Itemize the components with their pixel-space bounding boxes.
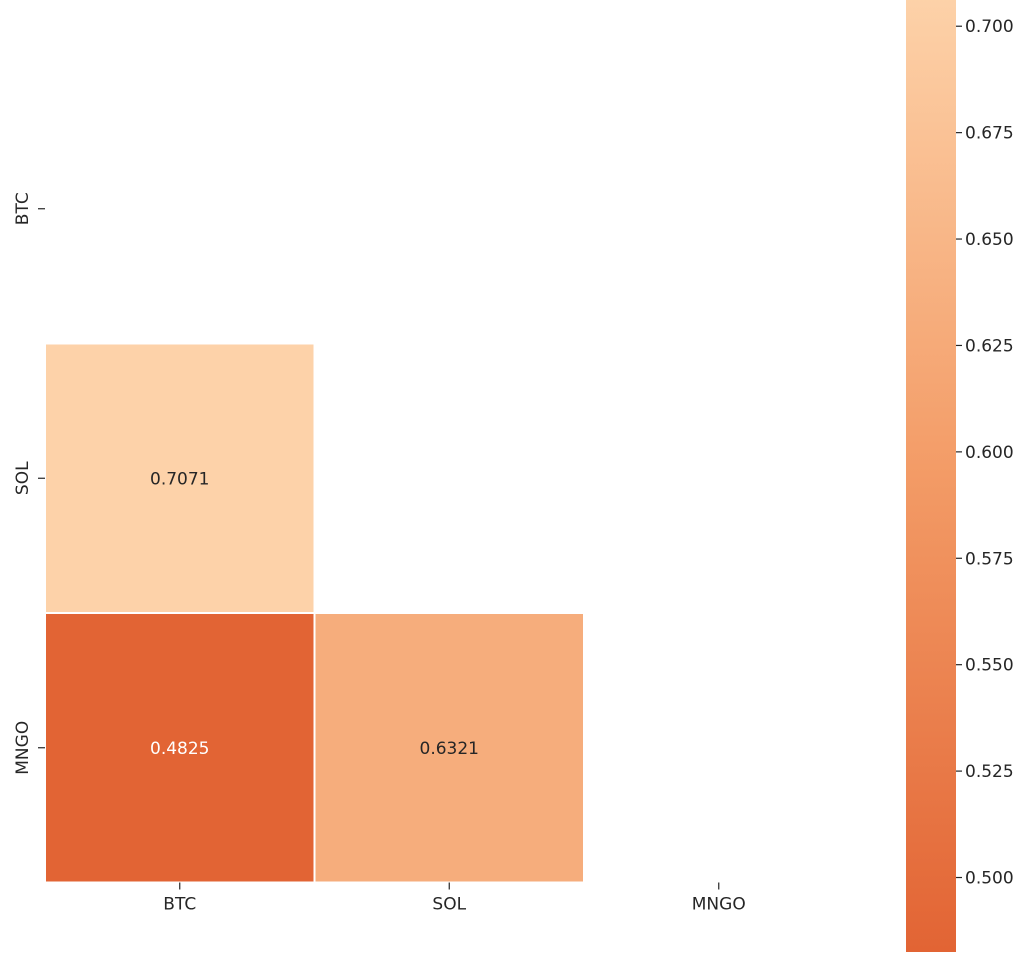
- y-tick-label: MNGO: [13, 721, 33, 775]
- cell-value-label: 0.4825: [150, 739, 209, 759]
- y-axis: BTC SOL MNGO: [13, 192, 45, 775]
- colorbar-tick-label: 0.550: [965, 656, 1014, 676]
- cell-value-label: 0.6321: [420, 739, 479, 759]
- colorbar-tick-label: 0.625: [965, 336, 1014, 356]
- colorbar-tick-label: 0.575: [965, 549, 1014, 569]
- colorbar-tick-label: 0.600: [965, 443, 1014, 463]
- colorbar-tick-label: 0.500: [965, 869, 1014, 889]
- heatmap-cells: [44, 342, 585, 884]
- colorbar: 0.500 0.525 0.550 0.575 0.600 0.625 0.650 0.675…: [906, 0, 1014, 952]
- x-tick-label: MNGO: [692, 895, 746, 915]
- heatmap-cell-mngo-sol: [313, 612, 585, 884]
- colorbar-tick-label: 0.675: [965, 124, 1014, 144]
- heatmap-cell-sol-btc: [44, 342, 316, 614]
- x-tick-label: BTC: [163, 895, 196, 915]
- cell-value-label: 0.7071: [150, 469, 209, 489]
- x-tick-label: SOL: [432, 895, 466, 915]
- colorbar-tick-label: 0.650: [965, 230, 1014, 250]
- x-axis: BTC SOL MNGO: [163, 882, 746, 915]
- y-tick-label: SOL: [13, 461, 33, 495]
- colorbar-tick-label: 0.700: [965, 17, 1014, 37]
- colorbar-tick-label: 0.525: [965, 762, 1014, 782]
- heatmap-cell-labels: 0.7071 0.4825 0.6321: [150, 469, 479, 759]
- heatmap-cell-mngo-btc: [44, 612, 316, 884]
- y-tick-label: BTC: [13, 192, 33, 225]
- colorbar-gradient: [906, 0, 956, 952]
